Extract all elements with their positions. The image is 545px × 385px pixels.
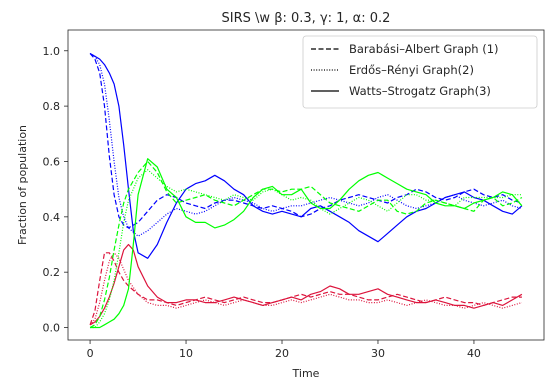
legend: Barabási–Albert Graph (1) Erdős–Rényi Gra…: [302, 35, 538, 109]
series-susceptible-graph-3: [89, 52, 523, 259]
series-infected-graph-2: [89, 252, 523, 326]
legend-label: Barabási–Albert Graph (1): [349, 42, 499, 56]
y-tick-label: 0.8: [43, 100, 61, 113]
y-tick-label: 0.0: [43, 322, 61, 335]
x-axis-label: Time: [292, 367, 320, 380]
series-recovered-graph-2: [90, 169, 522, 329]
x-tick-label: 40: [467, 347, 481, 360]
plot-frame: [67, 29, 545, 341]
x-tick-label: 20: [275, 347, 289, 360]
series-infected-graph-3: [89, 243, 523, 326]
legend-box: [302, 35, 538, 109]
series-susceptible-graph-1: [89, 53, 523, 229]
y-tick-label: 0.4: [43, 211, 61, 224]
series-recovered-graph-1: [89, 160, 523, 329]
series-recovered-graph-3: [90, 158, 523, 329]
y-tick-label: 1.0: [43, 45, 61, 58]
x-tick-label: 0: [87, 347, 94, 360]
plot-lines: [89, 52, 523, 329]
legend-label: Watts–Strogatz Graph(3): [349, 84, 491, 98]
legend-entries: Barabási–Albert Graph (1) Erdős–Rényi Gra…: [311, 42, 499, 98]
y-tick-label: 0.2: [43, 266, 61, 279]
x-tick-label: 10: [179, 347, 193, 360]
chart-title: SIRS \w β: 0.3, γ: 1, α: 0.2: [222, 11, 391, 26]
series-infected-graph-1: [89, 252, 522, 325]
x-axis-ticks: 0 10 20 30 40: [87, 340, 481, 360]
y-axis-ticks: 0.0 0.2 0.4 0.6 0.8 1.0: [43, 45, 68, 335]
x-tick-label: 30: [371, 347, 385, 360]
legend-label: Erdős–Rényi Graph(2): [349, 63, 474, 77]
y-axis-label: Fraction of population: [16, 125, 29, 245]
y-tick-label: 0.6: [43, 155, 61, 168]
